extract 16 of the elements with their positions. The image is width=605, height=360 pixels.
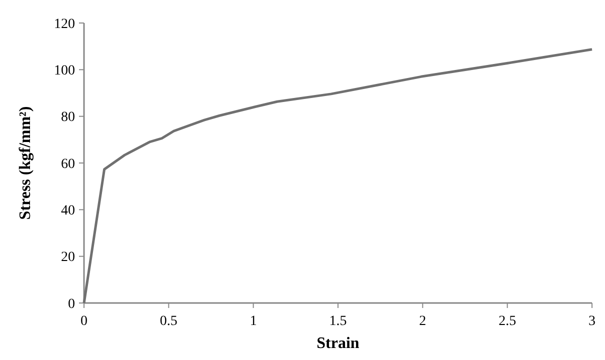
x-tick-label: 0.5 [160, 314, 178, 329]
y-axis-title: Stress (kgf/mm²) [17, 106, 34, 220]
y-tick-label: 60 [61, 156, 75, 172]
x-tick-label: 2.5 [498, 314, 516, 329]
y-tick-label: 120 [54, 16, 75, 32]
y-tick-label: 80 [61, 110, 75, 126]
y-tick-label: 20 [61, 250, 75, 266]
x-tick-label: 0 [80, 314, 88, 329]
x-tick-label: 2 [419, 314, 426, 329]
y-tick-label: 100 [54, 64, 75, 79]
x-tick-label: 1.5 [329, 314, 347, 329]
y-tick-label: 40 [61, 204, 75, 219]
x-tick-label: 1 [250, 314, 257, 329]
y-tick-label: 0 [68, 296, 75, 312]
x-tick-label: 3 [588, 314, 596, 329]
x-axis-title: Strain [316, 335, 360, 352]
